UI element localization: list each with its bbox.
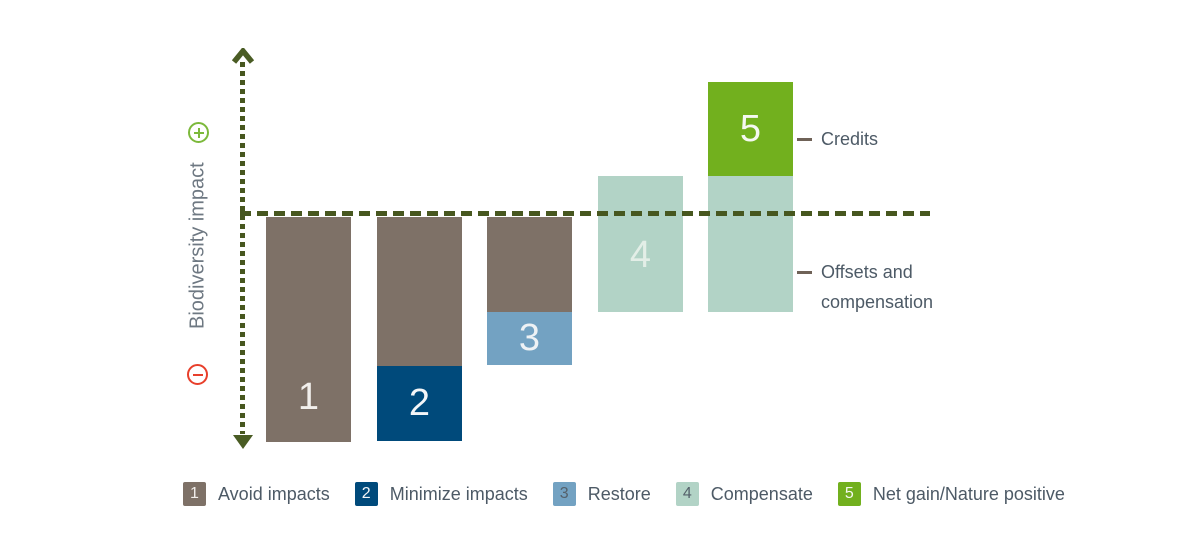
bar-3-number: 3: [518, 317, 541, 359]
legend-item-2: 2 Minimize impacts: [354, 482, 528, 506]
bar-2-segment-minimized-impact: [377, 366, 462, 441]
zero-baseline-dashed-line: [240, 211, 930, 216]
offsets-label-line2: compensation: [821, 292, 934, 312]
bar-5-segment-offsets-and-compensation: [708, 176, 793, 312]
legend-swatch-2: 2: [354, 482, 378, 506]
legend-label-5: Net gain/Nature positive: [872, 483, 1065, 504]
bar-1-segment-avoided-residual-impact: [266, 217, 351, 442]
legend-item-4: 4 Compensate: [675, 482, 813, 506]
legend-label-4: Compensate: [710, 483, 813, 504]
credits-dash: [797, 137, 812, 141]
bar-3-segment-residual-impact: [487, 217, 572, 312]
arrow-down-icon: [233, 435, 253, 449]
legend-swatch-3: 3: [552, 482, 576, 506]
bar-2-number: 2: [408, 382, 431, 424]
bar-4-segment-compensation: [598, 176, 683, 312]
legend-swatch-1: 1: [183, 482, 206, 506]
bar-5-number: 5: [739, 108, 762, 150]
legend: 1 Avoid impacts 2 Minimize impacts 3 Restore 4…: [183, 482, 1065, 506]
legend-label-2: Minimize impacts: [389, 483, 528, 504]
offsets-label: Offsets and compensation: [821, 257, 933, 317]
legend-item-1: 1 Avoid impacts: [183, 482, 330, 506]
offsets-annotation: Offsets and compensation: [797, 257, 933, 317]
credits-annotation: Credits: [797, 124, 878, 154]
bar-5: 5: [708, 0, 793, 550]
offsets-dash: [797, 270, 812, 274]
bar-5-segment-credits-net-gain: [708, 82, 793, 176]
legend-item-5: 5 Net gain/Nature positive: [837, 482, 1065, 506]
legend-swatch-4: 4: [675, 482, 699, 506]
bar-4-number: 4: [629, 234, 652, 276]
bar-1-number: 1: [297, 376, 320, 418]
bar-1: 1: [266, 0, 351, 550]
legend-swatch-5: 5: [837, 482, 861, 506]
legend-item-3: 3 Restore: [552, 482, 651, 506]
bar-2: 2: [377, 0, 462, 550]
plus-circle-icon: [188, 122, 209, 143]
credits-label: Credits: [821, 129, 879, 149]
legend-label-1: Avoid impacts: [218, 483, 330, 504]
bar-4: 4: [598, 0, 683, 550]
y-axis-label: Biodiversity impact: [186, 162, 209, 330]
offsets-label-line1: Offsets and: [821, 262, 913, 282]
y-axis-dotted-line: [240, 62, 245, 434]
bar-3-segment-restored-impact: [487, 312, 572, 365]
arrow-up-icon: [232, 48, 254, 64]
bar-3: 3: [487, 0, 572, 550]
bar-2-segment-residual-impact: [377, 217, 462, 366]
minus-circle-icon: [187, 364, 208, 385]
legend-label-3: Restore: [587, 483, 651, 504]
